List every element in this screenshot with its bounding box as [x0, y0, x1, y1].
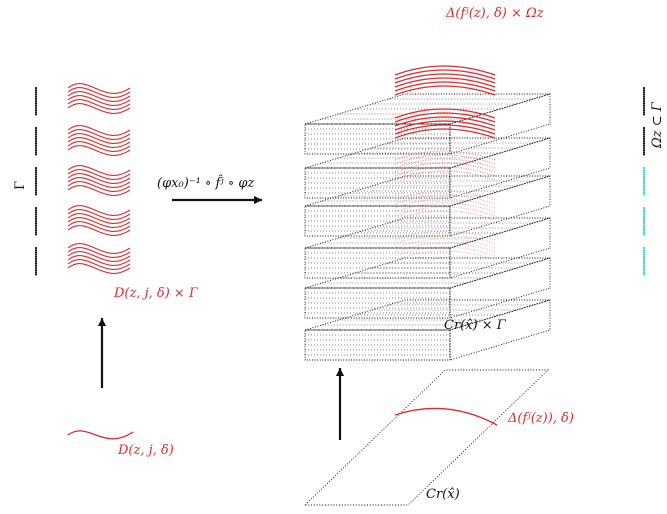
red-arc-stack-2	[394, 108, 496, 139]
arrow-up-left	[97, 318, 107, 388]
omega-dot-column-2	[642, 126, 646, 156]
red-wave-stack-1	[67, 83, 131, 114]
red-wave-stack-2	[67, 125, 131, 156]
domain-curve	[67, 430, 134, 440]
cylinder-base-label: Cr(x̂)	[426, 487, 460, 502]
box-layer-3	[304, 217, 551, 279]
gamma-dot-column-2	[34, 126, 38, 156]
domain-label-bottom-left: D(z, j, δ)	[118, 443, 174, 458]
cylinder-product-label: Cr(x̂) × Γ	[444, 318, 506, 333]
cylinder-base	[303, 369, 550, 506]
omega-dot-column-3	[642, 166, 646, 196]
gamma-dot-column-5	[34, 246, 38, 276]
box-layer-6	[304, 93, 551, 155]
product-label-left: D(z, j, δ) × Γ	[114, 286, 198, 301]
gamma-dot-column-3	[34, 166, 38, 196]
gamma-label-left: Γ	[13, 180, 28, 190]
red-arc-stack-4	[394, 190, 496, 221]
box-layer-5	[304, 137, 551, 199]
red-arc-stack-5	[394, 230, 496, 261]
red-wave-stack-5	[67, 243, 131, 274]
omega-dot-column-5	[642, 246, 646, 276]
red-arc-stack-1	[394, 65, 496, 96]
arrow-up-right	[335, 368, 345, 440]
omega-subset-label: Ωz ⊂ Γ	[650, 102, 665, 148]
omega-dot-column-4	[642, 206, 646, 236]
gamma-dot-column-4	[34, 206, 38, 236]
gamma-dot-column-1	[34, 86, 38, 116]
omega-dot-column-1	[642, 86, 646, 116]
delta-label-bottom: Δ(fʲ(z)), δ)	[508, 411, 574, 426]
delta-curve	[394, 407, 498, 426]
red-wave-stack-3	[67, 165, 131, 196]
map-label: (φx₀)⁻¹ ∘ f̂ʲ ∘ φz	[157, 176, 255, 191]
arrow-right-middle	[172, 195, 262, 205]
box-layer-4	[304, 175, 551, 237]
box-layer-2	[304, 257, 551, 319]
top-right-label: Δ(fʲ(z), δ) × Ωz	[446, 6, 544, 21]
red-wave-stack-4	[67, 205, 131, 236]
box-layer-1	[304, 299, 551, 361]
